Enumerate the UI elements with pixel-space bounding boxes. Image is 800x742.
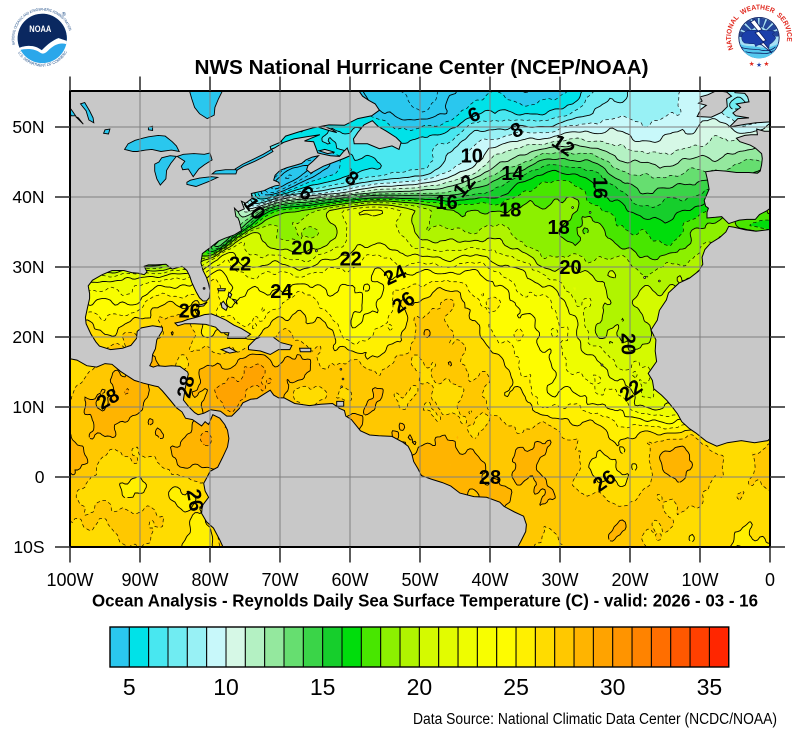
svg-text:®: ® bbox=[62, 11, 66, 18]
svg-text:30: 30 bbox=[600, 674, 626, 700]
svg-text:28: 28 bbox=[479, 467, 501, 489]
svg-text:10: 10 bbox=[213, 674, 239, 700]
svg-text:14: 14 bbox=[501, 163, 524, 185]
svg-text:24: 24 bbox=[270, 281, 293, 303]
svg-text:40W: 40W bbox=[471, 570, 508, 590]
svg-text:20W: 20W bbox=[611, 570, 648, 590]
svg-text:90W: 90W bbox=[121, 570, 158, 590]
svg-text:10S: 10S bbox=[13, 537, 44, 557]
svg-text:★: ★ bbox=[749, 60, 755, 68]
svg-text:28: 28 bbox=[173, 374, 199, 400]
svg-text:22: 22 bbox=[229, 254, 251, 276]
svg-text:20: 20 bbox=[559, 257, 581, 279]
svg-text:22: 22 bbox=[340, 249, 362, 271]
svg-text:10N: 10N bbox=[12, 397, 44, 417]
svg-text:20: 20 bbox=[617, 333, 639, 355]
svg-text:Ocean Analysis - Reynolds Dail: Ocean Analysis - Reynolds Daily Sea Surf… bbox=[92, 591, 758, 611]
svg-text:★: ★ bbox=[756, 61, 762, 69]
svg-text:35: 35 bbox=[697, 674, 723, 700]
svg-text:NWS National Hurricane Center: NWS National Hurricane Center (NCEP/NOAA… bbox=[195, 56, 649, 79]
svg-text:Data Source: National Climatic: Data Source: National Climatic Data Cent… bbox=[413, 711, 777, 728]
svg-text:★: ★ bbox=[763, 60, 769, 68]
svg-text:50W: 50W bbox=[401, 570, 438, 590]
svg-text:26: 26 bbox=[179, 300, 201, 322]
svg-text:70W: 70W bbox=[261, 570, 298, 590]
svg-text:16: 16 bbox=[435, 192, 457, 214]
svg-text:5: 5 bbox=[123, 674, 136, 700]
svg-text:40N: 40N bbox=[12, 187, 44, 207]
svg-text:20: 20 bbox=[407, 674, 433, 700]
svg-text:25: 25 bbox=[503, 674, 529, 700]
svg-text:30W: 30W bbox=[541, 570, 578, 590]
svg-text:26: 26 bbox=[182, 487, 208, 513]
svg-text:100W: 100W bbox=[46, 570, 93, 590]
svg-text:18: 18 bbox=[499, 200, 521, 222]
svg-text:80W: 80W bbox=[191, 570, 228, 590]
svg-text:10: 10 bbox=[461, 146, 483, 168]
svg-text:0: 0 bbox=[35, 467, 45, 487]
svg-text:30N: 30N bbox=[12, 257, 44, 277]
svg-text:50N: 50N bbox=[12, 117, 44, 137]
svg-text:10W: 10W bbox=[681, 570, 718, 590]
svg-text:16: 16 bbox=[589, 177, 611, 199]
svg-text:60W: 60W bbox=[331, 570, 368, 590]
svg-text:20N: 20N bbox=[12, 327, 44, 347]
svg-text:0: 0 bbox=[765, 570, 775, 590]
svg-text:NOAA: NOAA bbox=[29, 24, 51, 34]
svg-text:15: 15 bbox=[310, 674, 336, 700]
svg-text:18: 18 bbox=[547, 217, 569, 239]
svg-text:20: 20 bbox=[291, 237, 313, 259]
